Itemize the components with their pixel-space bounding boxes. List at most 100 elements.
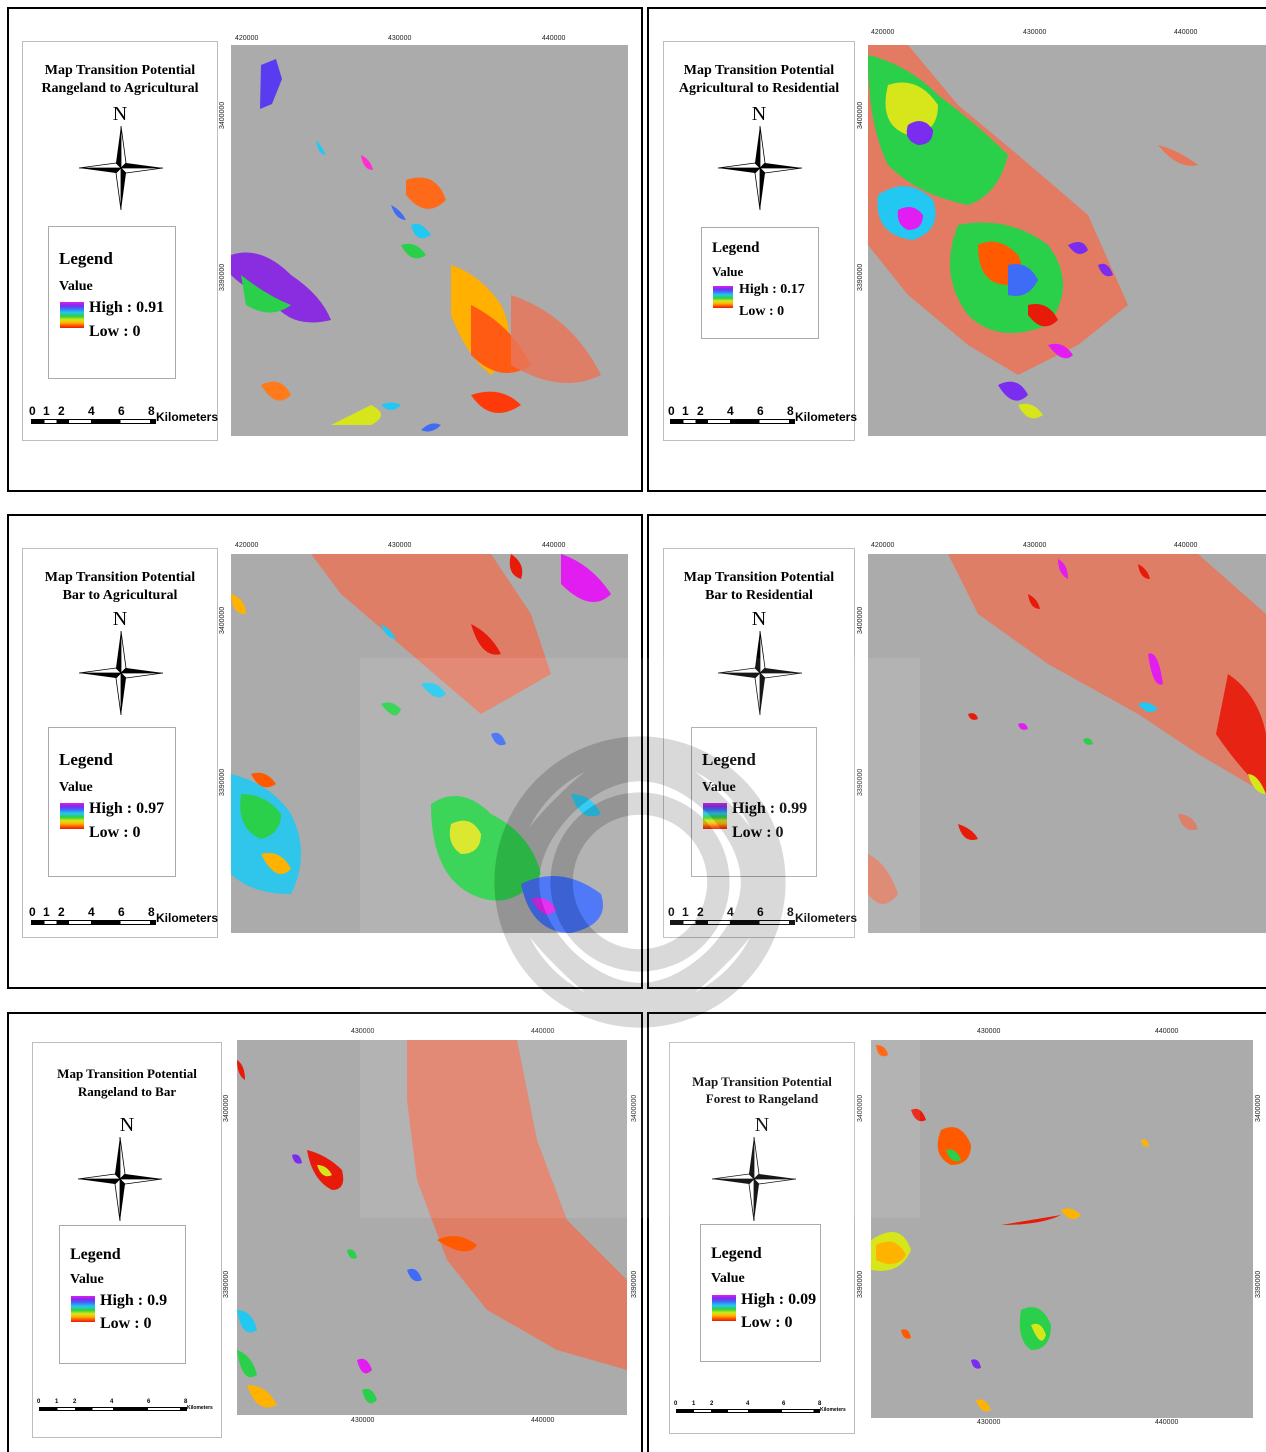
- legend-value-label: Value: [70, 1272, 104, 1287]
- legend-high: High : 0.99: [732, 800, 808, 817]
- scale-bar: 0 1 2 4 6 8 Kilometers: [668, 905, 858, 933]
- y-tick: 3390000: [857, 1270, 864, 1298]
- scale-num: 8: [184, 1399, 188, 1405]
- north-label: N: [112, 608, 128, 630]
- x-tick: 420000: [871, 29, 895, 36]
- scale-num: 4: [746, 1401, 750, 1407]
- scale-unit: Kilometers: [187, 1405, 213, 1411]
- x-tick: 440000: [531, 1028, 555, 1035]
- scale-num: 4: [88, 905, 95, 919]
- scale-num: 0: [29, 905, 36, 919]
- legend-box: Legend Value High : 0.17 Low : 0: [701, 227, 819, 339]
- scale-num: 6: [118, 404, 125, 418]
- map-title-line2: Forest to Rangeland: [705, 1091, 819, 1106]
- legend-title: Legend: [59, 750, 113, 769]
- y-tick: 3390000: [219, 768, 226, 796]
- scale-num: 1: [43, 404, 50, 418]
- map-sidebar: Map Transition Potential Agricultural to…: [663, 41, 858, 441]
- y-tick: 3390000: [857, 263, 864, 291]
- scale-num: 0: [668, 404, 675, 418]
- legend-value-label: Value: [59, 780, 93, 795]
- scale-num: 2: [697, 404, 704, 418]
- map-panel-bar-to-agricultural: Map Transition Potential Bar to Agricult…: [7, 514, 643, 989]
- x-tick: 430000: [388, 35, 412, 42]
- map-title-line2: Bar to Residential: [705, 588, 813, 603]
- legend-value-label: Value: [702, 780, 736, 795]
- scale-num: 2: [58, 905, 65, 919]
- scale-num: 6: [118, 905, 125, 919]
- map-sidebar: Map Transition Potential Rangeland to Ag…: [22, 41, 218, 441]
- x-tick: 420000: [235, 542, 259, 549]
- x-tick: 430000: [977, 1028, 1001, 1035]
- scale-num: 0: [668, 905, 675, 919]
- legend-color-ramp: [71, 1296, 95, 1322]
- north-label: N: [754, 1114, 770, 1136]
- x-tick-bottom: 440000: [1155, 1419, 1179, 1426]
- legend-color-ramp: [713, 286, 733, 308]
- scale-num: 8: [148, 404, 155, 418]
- north-label: N: [751, 608, 767, 630]
- north-arrow-icon: [718, 631, 802, 715]
- scale-num: 4: [110, 1399, 114, 1405]
- raster-map: [231, 554, 628, 933]
- x-tick: 440000: [1174, 542, 1198, 549]
- legend-low: Low : 0: [739, 304, 785, 319]
- scale-num: 0: [29, 404, 36, 418]
- scale-num: 8: [787, 905, 794, 919]
- y-tick-right: 3400000: [631, 1094, 638, 1122]
- legend-value-label: Value: [59, 279, 93, 294]
- map-title-line1: Map Transition Potential: [44, 63, 196, 78]
- y-tick: 3400000: [857, 606, 864, 634]
- legend-value-label: Value: [712, 264, 744, 279]
- map-title-line1: Map Transition Potential: [44, 570, 196, 585]
- scale-num: 1: [43, 905, 50, 919]
- legend-low: Low : 0: [741, 1314, 793, 1331]
- legend-title: Legend: [711, 1245, 762, 1262]
- raster-map: [237, 1040, 627, 1415]
- y-tick-right: 3400000: [1255, 1094, 1262, 1122]
- x-tick: 430000: [1023, 29, 1047, 36]
- legend-high: High : 0.9: [100, 1292, 168, 1309]
- scale-num: 6: [757, 404, 764, 418]
- north-arrow-icon: [78, 1137, 162, 1221]
- legend-title: Legend: [712, 240, 760, 256]
- map-panel-bar-to-residential: Map Transition Potential Bar to Resident…: [647, 514, 1266, 989]
- map-sidebar: Map Transition Potential Rangeland to Ba…: [32, 1042, 222, 1438]
- legend-high: High : 0.91: [89, 299, 165, 316]
- x-tick: 430000: [1023, 542, 1047, 549]
- map-title-line2: Agricultural to Residential: [678, 81, 840, 96]
- scale-unit: Kilometers: [156, 410, 219, 424]
- scale-bar: 0 1 2 4 6 8 Kilometers: [668, 404, 858, 432]
- scale-num: 1: [55, 1399, 59, 1405]
- legend-color-ramp: [60, 302, 84, 328]
- scale-unit: Kilometers: [820, 1407, 846, 1413]
- legend-value-label: Value: [711, 1271, 745, 1286]
- north-label: N: [119, 1114, 135, 1136]
- map-sidebar: Map Transition Potential Bar to Agricult…: [22, 548, 218, 938]
- legend-title: Legend: [70, 1246, 121, 1263]
- x-tick: 440000: [542, 542, 566, 549]
- x-tick-bottom: 430000: [977, 1419, 1001, 1426]
- legend-high: High : 0.09: [741, 1291, 817, 1308]
- scale-num: 1: [682, 905, 689, 919]
- map-title-line2: Rangeland to Bar: [77, 1084, 177, 1099]
- scale-num: 2: [73, 1399, 77, 1405]
- legend-box: Legend Value High : 0.99 Low : 0: [691, 727, 817, 877]
- scale-num: 2: [697, 905, 704, 919]
- map-panel-forest-to-rangeland: Map Transition Potential Forest to Range…: [647, 1012, 1266, 1452]
- scale-num: 8: [787, 404, 794, 418]
- scale-num: 0: [674, 1401, 678, 1407]
- legend-high: High : 0.97: [89, 800, 165, 817]
- map-title-line1: Map Transition Potential: [683, 570, 835, 585]
- map-panel-rangeland-to-bar: Map Transition Potential Rangeland to Ba…: [7, 1012, 643, 1452]
- map-title-line1: Map Transition Potential: [692, 1074, 832, 1089]
- map-sidebar: Map Transition Potential Bar to Resident…: [663, 548, 858, 938]
- scale-num: 4: [727, 905, 734, 919]
- scale-bar: 0 1 2 4 6 8 Kilometers: [29, 905, 219, 933]
- legend-color-ramp: [712, 1295, 736, 1321]
- y-tick: 3400000: [857, 1094, 864, 1122]
- legend-color-ramp: [60, 803, 84, 829]
- y-tick: 3400000: [219, 606, 226, 634]
- north-arrow-icon: [712, 1137, 796, 1221]
- y-tick: 3390000: [219, 263, 226, 291]
